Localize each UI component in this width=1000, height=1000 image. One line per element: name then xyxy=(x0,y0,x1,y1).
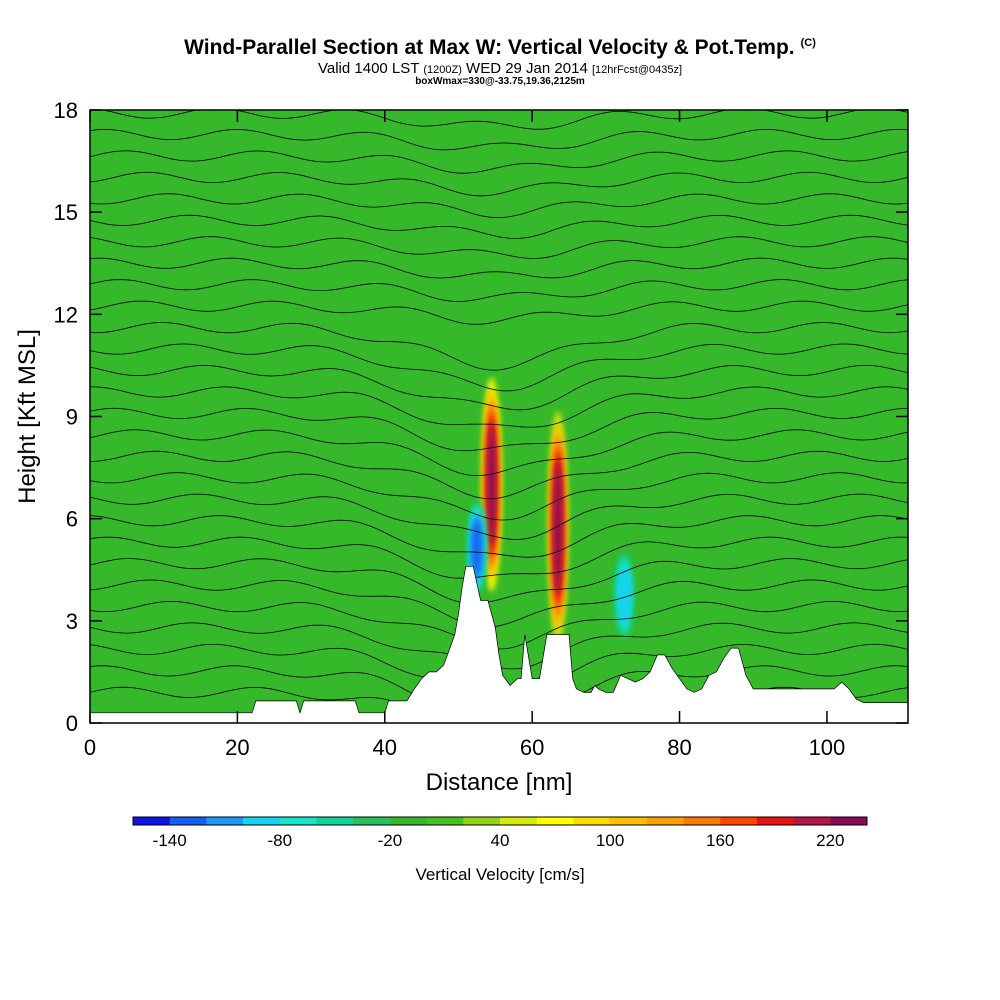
theta-contour xyxy=(90,193,908,219)
theta-contour xyxy=(90,300,908,325)
colorbar-swatch xyxy=(463,817,501,825)
y-tick-label: 0 xyxy=(66,711,78,736)
y-tick-label: 9 xyxy=(66,405,78,430)
x-axis: 0 20 40 60 80 100 xyxy=(84,110,845,760)
colorbar-tick-label: -20 xyxy=(378,831,403,850)
valid-date: WED 29 Jan 2014 xyxy=(466,60,588,77)
y-tick-label: 6 xyxy=(66,507,78,532)
colorbar-swatch xyxy=(389,817,427,825)
theta-contour xyxy=(101,110,908,130)
colorbar-swatch xyxy=(279,817,317,825)
x-tick-label: 80 xyxy=(667,735,691,760)
colorbar-tick-label: -80 xyxy=(268,831,293,850)
velocity-cell-3-4 xyxy=(619,569,629,621)
theta-contour xyxy=(90,450,908,500)
colorbar-tick-label: -140 xyxy=(153,831,187,850)
theta-contour xyxy=(90,686,908,723)
theta-contour xyxy=(90,536,908,579)
colorbar-label: Vertical Velocity [cm/s] xyxy=(415,865,584,884)
utc-time: (1200Z) xyxy=(423,64,462,76)
colorbar-swatch xyxy=(500,817,537,825)
colorbar-swatch xyxy=(610,817,648,825)
x-tick-label: 40 xyxy=(373,735,397,760)
colorbar-swatch xyxy=(573,817,611,825)
colorbar-swatch xyxy=(830,817,868,825)
x-tick-label: 0 xyxy=(84,735,96,760)
colorbar-swatch xyxy=(133,817,170,825)
theta-contour xyxy=(90,364,908,411)
box-info: boxWmax=330@-33.75,19.36,2125m xyxy=(415,76,585,87)
theta-contour xyxy=(90,600,908,650)
theta-contour xyxy=(90,407,908,452)
terrain-profile xyxy=(89,565,909,724)
theta-contour xyxy=(90,279,908,302)
colorbar-swatch xyxy=(683,817,721,825)
theta-contour xyxy=(90,236,908,259)
velocity-cell-2-4 xyxy=(472,520,482,576)
theta-contour xyxy=(90,579,908,628)
theta-contour xyxy=(90,515,908,558)
theta-contour xyxy=(90,493,908,540)
theta-contour xyxy=(90,386,908,428)
colorbar-tick-label: 100 xyxy=(596,831,624,850)
theta-contour xyxy=(90,257,908,279)
theta-contour xyxy=(90,343,908,392)
y-tick-label: 18 xyxy=(54,98,78,123)
theta-contour xyxy=(90,322,908,371)
y-tick-label: 3 xyxy=(66,609,78,634)
theta-contour xyxy=(90,128,908,151)
forecast-info: [12hrFcst@0435z] xyxy=(591,64,683,76)
theta-contour xyxy=(90,214,908,239)
theta-contour xyxy=(90,150,908,174)
chart-title: Wind-Parallel Section at Max W: Vertical… xyxy=(0,36,1000,60)
y-axis-label: Height [Kft MSL] xyxy=(14,329,41,504)
x-tick-label: 60 xyxy=(520,735,544,760)
colorbar-swatch xyxy=(720,817,758,825)
colorbar-swatch xyxy=(243,817,281,825)
y-axis: 0 3 6 9 12 15 18 xyxy=(54,98,908,736)
velocity-cell-1-4 xyxy=(553,460,563,594)
theta-contour xyxy=(90,558,908,604)
chart-subtitle: Valid 1400 LST (1200Z) WED 29 Jan 2014 [… xyxy=(0,60,1000,77)
colorbar-swatch xyxy=(316,817,354,825)
x-tick-label: 100 xyxy=(809,735,846,760)
y-tick-label: 12 xyxy=(54,302,78,327)
colorbar-swatch xyxy=(426,817,464,825)
theta-contour xyxy=(90,171,908,197)
colorbar-swatch xyxy=(756,817,794,825)
velocity-field xyxy=(466,377,635,644)
colorbar: -140 -80 -20 40 100 160 220 xyxy=(132,816,868,850)
theta-contour xyxy=(90,429,908,477)
y-tick-label: 15 xyxy=(54,200,78,225)
colorbar-swatch xyxy=(169,817,207,825)
colorbar-swatch xyxy=(206,817,244,825)
copyright-mark: (C) xyxy=(800,37,816,49)
x-axis-label: Distance [nm] xyxy=(426,769,573,796)
colorbar-swatch xyxy=(536,817,574,825)
colorbar-swatch xyxy=(646,817,684,825)
colorbar-tick-label: 160 xyxy=(706,831,734,850)
velocity-cell-0-4 xyxy=(487,423,497,546)
plot-area xyxy=(89,109,909,724)
colorbar-tick-label: 40 xyxy=(491,831,510,850)
colorbar-frame xyxy=(132,816,868,826)
colorbar-swatch xyxy=(793,817,831,825)
colorbar-tick-label: 220 xyxy=(816,831,844,850)
theta-contours xyxy=(90,110,908,723)
x-tick-label: 20 xyxy=(225,735,249,760)
title-text: Wind-Parallel Section at Max W: Vertical… xyxy=(184,36,795,59)
colorbar-swatch xyxy=(353,817,391,825)
theta-contour xyxy=(90,472,908,521)
valid-prefix: Valid 1400 LST xyxy=(317,60,420,77)
